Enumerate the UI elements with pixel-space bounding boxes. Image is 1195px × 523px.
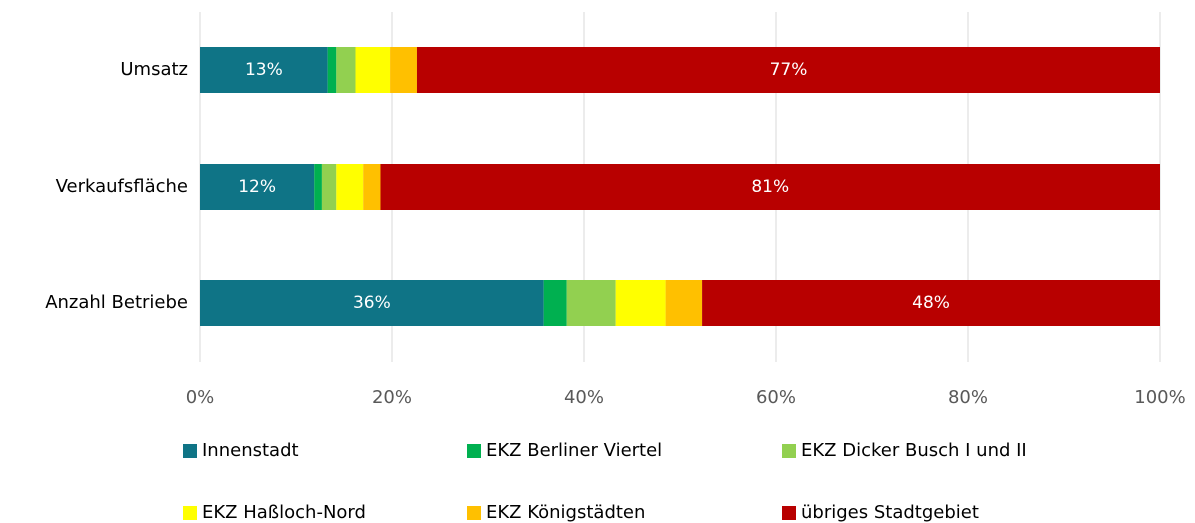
bar-segment	[416, 47, 1161, 93]
legend-swatch	[183, 444, 197, 458]
bar-segment	[200, 47, 328, 93]
x-tick-label: 20%	[372, 387, 412, 408]
y-tick-label: Umsatz	[120, 59, 188, 80]
bar-segment	[566, 280, 616, 326]
bar-segment	[200, 280, 544, 326]
y-tick-label: Verkaufsfläche	[56, 176, 188, 197]
legend-label: übriges Stadtgebiet	[801, 502, 979, 523]
bar-segment	[321, 164, 337, 210]
bar-segment	[336, 164, 364, 210]
bar-segment	[543, 280, 567, 326]
legend-swatch	[782, 444, 796, 458]
bar-segment	[200, 164, 315, 210]
bar-segment	[355, 47, 391, 93]
x-tick-label: 60%	[756, 387, 796, 408]
legend-label: EKZ Königstädten	[486, 502, 645, 523]
legend-swatch	[467, 506, 481, 520]
x-tick-label: 40%	[564, 387, 604, 408]
data-label: 48%	[912, 293, 950, 313]
data-label: 12%	[238, 177, 276, 197]
y-tick-label: Anzahl Betriebe	[45, 292, 188, 313]
bar-segment	[380, 164, 1161, 210]
legend-label: Innenstadt	[202, 440, 299, 461]
legend-label: EKZ Dicker Busch I und II	[801, 440, 1027, 461]
legend-label: EKZ Berliner Viertel	[486, 440, 662, 461]
bar-segment	[327, 47, 337, 93]
legend-swatch	[782, 506, 796, 520]
x-tick-label: 80%	[948, 387, 988, 408]
legend-label: EKZ Haßloch-Nord	[202, 502, 366, 523]
data-label: 36%	[353, 293, 391, 313]
bar-segment	[336, 47, 356, 93]
bar-segment	[390, 47, 417, 93]
data-label: 81%	[751, 177, 789, 197]
bar-segment	[665, 280, 703, 326]
bar-segment	[363, 164, 381, 210]
bar-segment	[615, 280, 666, 326]
bar-segment	[702, 280, 1160, 326]
bar-segment	[314, 164, 322, 210]
legend-swatch	[467, 444, 481, 458]
x-tick-label: 100%	[1134, 387, 1185, 408]
data-label: 77%	[770, 60, 808, 80]
data-label: 13%	[245, 60, 283, 80]
x-tick-label: 0%	[186, 387, 215, 408]
legend-swatch	[183, 506, 197, 520]
